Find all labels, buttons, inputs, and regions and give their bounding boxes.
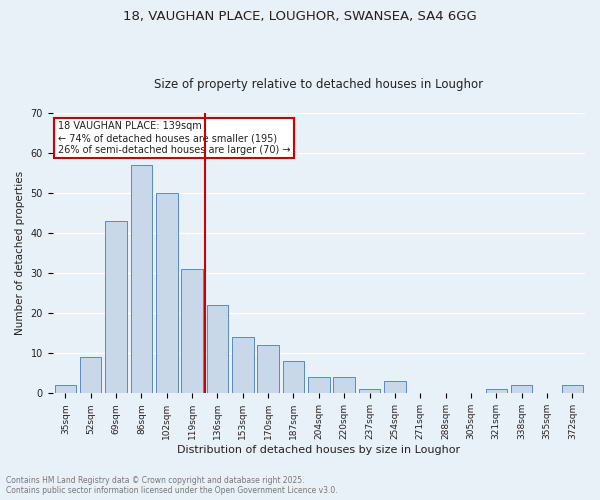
Bar <box>55 386 76 394</box>
Bar <box>384 382 406 394</box>
Title: Size of property relative to detached houses in Loughor: Size of property relative to detached ho… <box>154 78 484 91</box>
Bar <box>562 386 583 394</box>
X-axis label: Distribution of detached houses by size in Loughor: Distribution of detached houses by size … <box>177 445 460 455</box>
Bar <box>80 358 101 394</box>
Text: 18 VAUGHAN PLACE: 139sqm
← 74% of detached houses are smaller (195)
26% of semi-: 18 VAUGHAN PLACE: 139sqm ← 74% of detach… <box>58 122 290 154</box>
Bar <box>232 338 254 394</box>
Bar <box>283 362 304 394</box>
Bar <box>156 193 178 394</box>
Bar <box>131 165 152 394</box>
Bar <box>206 305 228 394</box>
Bar <box>485 390 507 394</box>
Bar <box>257 346 279 394</box>
Bar <box>334 378 355 394</box>
Bar <box>181 269 203 394</box>
Bar <box>511 386 532 394</box>
Bar <box>105 221 127 394</box>
Bar <box>359 390 380 394</box>
Text: 18, VAUGHAN PLACE, LOUGHOR, SWANSEA, SA4 6GG: 18, VAUGHAN PLACE, LOUGHOR, SWANSEA, SA4… <box>123 10 477 23</box>
Bar <box>308 378 329 394</box>
Text: Contains HM Land Registry data © Crown copyright and database right 2025.
Contai: Contains HM Land Registry data © Crown c… <box>6 476 338 495</box>
Y-axis label: Number of detached properties: Number of detached properties <box>15 171 25 335</box>
